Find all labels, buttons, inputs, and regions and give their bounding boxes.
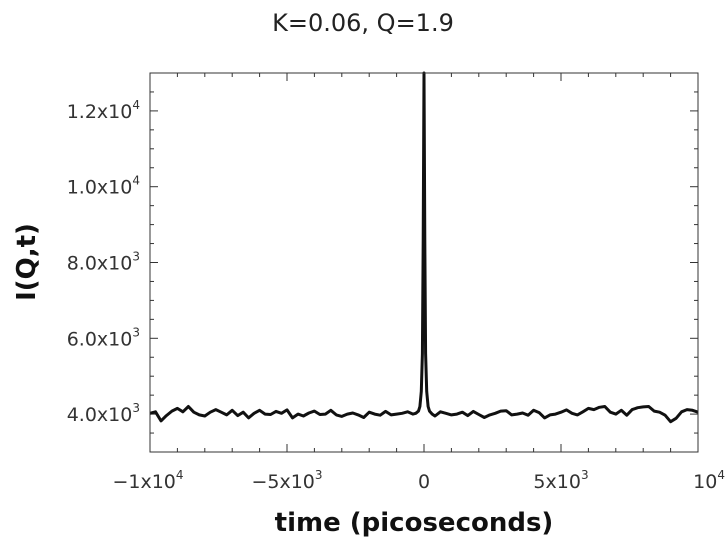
y-tick-label: 1.0x104	[67, 174, 140, 199]
x-tick-labels: −1x104 −5x103 0 5x103 104	[112, 468, 725, 493]
y-tick-labels: 4.0x103 6.0x103 8.0x103 1.0x104 1.2x104	[67, 98, 140, 426]
y-tick-label: 8.0x103	[67, 250, 140, 275]
plot-frame	[149, 72, 699, 453]
y-tick-marks	[150, 72, 698, 453]
x-tick-label: 5x103	[533, 468, 588, 493]
x-tick-label: 104	[693, 468, 725, 493]
y-tick-label: 6.0x103	[67, 325, 140, 350]
y-axis-label: I(Q,t)	[12, 223, 42, 301]
x-tick-label: 0	[418, 471, 430, 493]
x-axis-label: time (picoseconds)	[275, 508, 554, 538]
series-line	[149, 71, 699, 424]
x-tick-label: −5x103	[251, 468, 322, 493]
y-tick-label: 4.0x103	[67, 401, 140, 426]
y-tick-label: 1.2x104	[67, 98, 140, 123]
chart-title: K=0.06, Q=1.9	[272, 9, 454, 37]
x-tick-label: −1x104	[112, 468, 183, 493]
